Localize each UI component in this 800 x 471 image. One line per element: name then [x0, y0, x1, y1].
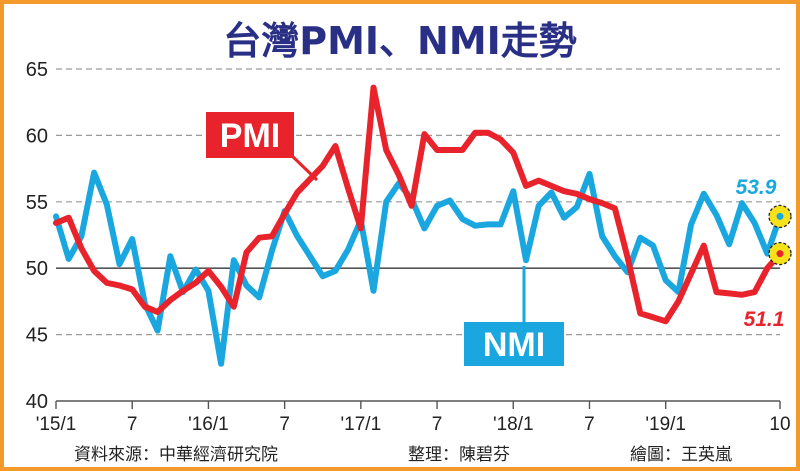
series-lines [53, 84, 783, 367]
y-tick-label: 45 [26, 325, 48, 347]
gridlines [56, 68, 780, 402]
x-tick-label: '19/1 [645, 414, 686, 435]
x-tick-label: 7 [127, 414, 138, 435]
x-tick-label: '16/1 [188, 414, 229, 435]
nmi-series-label: NMI [483, 326, 545, 364]
endpoint-dot-nmi [776, 212, 784, 220]
chart-frame: 台灣PMI、NMI走勢 40 45 50 55 60 65 '15/1 7 '16/1 7 '17… [4, 4, 796, 467]
nmi-label-group: NMI [464, 266, 564, 366]
x-axis-ticks: '15/1 7 '16/1 7 '17/1 7 '18/1 7 '19/1 10 [36, 401, 791, 435]
y-tick-label: 65 [26, 59, 48, 81]
x-tick-label: '18/1 [493, 414, 534, 435]
x-tick-label: 10 [769, 414, 790, 435]
y-axis-ticks: 40 45 50 55 60 65 [26, 59, 48, 413]
endpoint-dot-pmi [776, 250, 784, 258]
chart-title: 台灣PMI、NMI走勢 [223, 19, 577, 63]
x-tick-label: 7 [584, 414, 595, 435]
x-tick-label: 7 [279, 414, 290, 435]
editor-note: 整理：陳碧芬 [408, 445, 510, 465]
source-note: 資料來源：中華經濟研究院 [74, 445, 278, 465]
line-chart: 台灣PMI、NMI走勢 40 45 50 55 60 65 '15/1 7 '16/1 7 '17… [26, 19, 792, 465]
pmi-label-leader [288, 152, 319, 182]
x-tick-label: '15/1 [36, 414, 77, 435]
x-tick-label: '17/1 [341, 414, 382, 435]
pmi-series-label: PMI [220, 117, 280, 155]
nmi-label-box [464, 322, 564, 366]
y-tick-label: 55 [26, 192, 48, 214]
series-line-pmi [53, 84, 783, 325]
endpoint-highlights [768, 204, 792, 266]
nmi-end-value: 53.9 [736, 176, 777, 199]
y-tick-label: 40 [26, 391, 48, 413]
illustrator-note: 繪圖：王英嵐 [630, 445, 732, 465]
y-tick-label: 60 [26, 125, 48, 147]
y-tick-label: 50 [26, 258, 48, 280]
pmi-end-value: 51.1 [744, 308, 785, 331]
x-tick-label: 7 [432, 414, 443, 435]
pmi-label-box [206, 112, 294, 158]
pmi-label-group: PMI [206, 112, 319, 182]
series-line-nmi [53, 169, 783, 367]
